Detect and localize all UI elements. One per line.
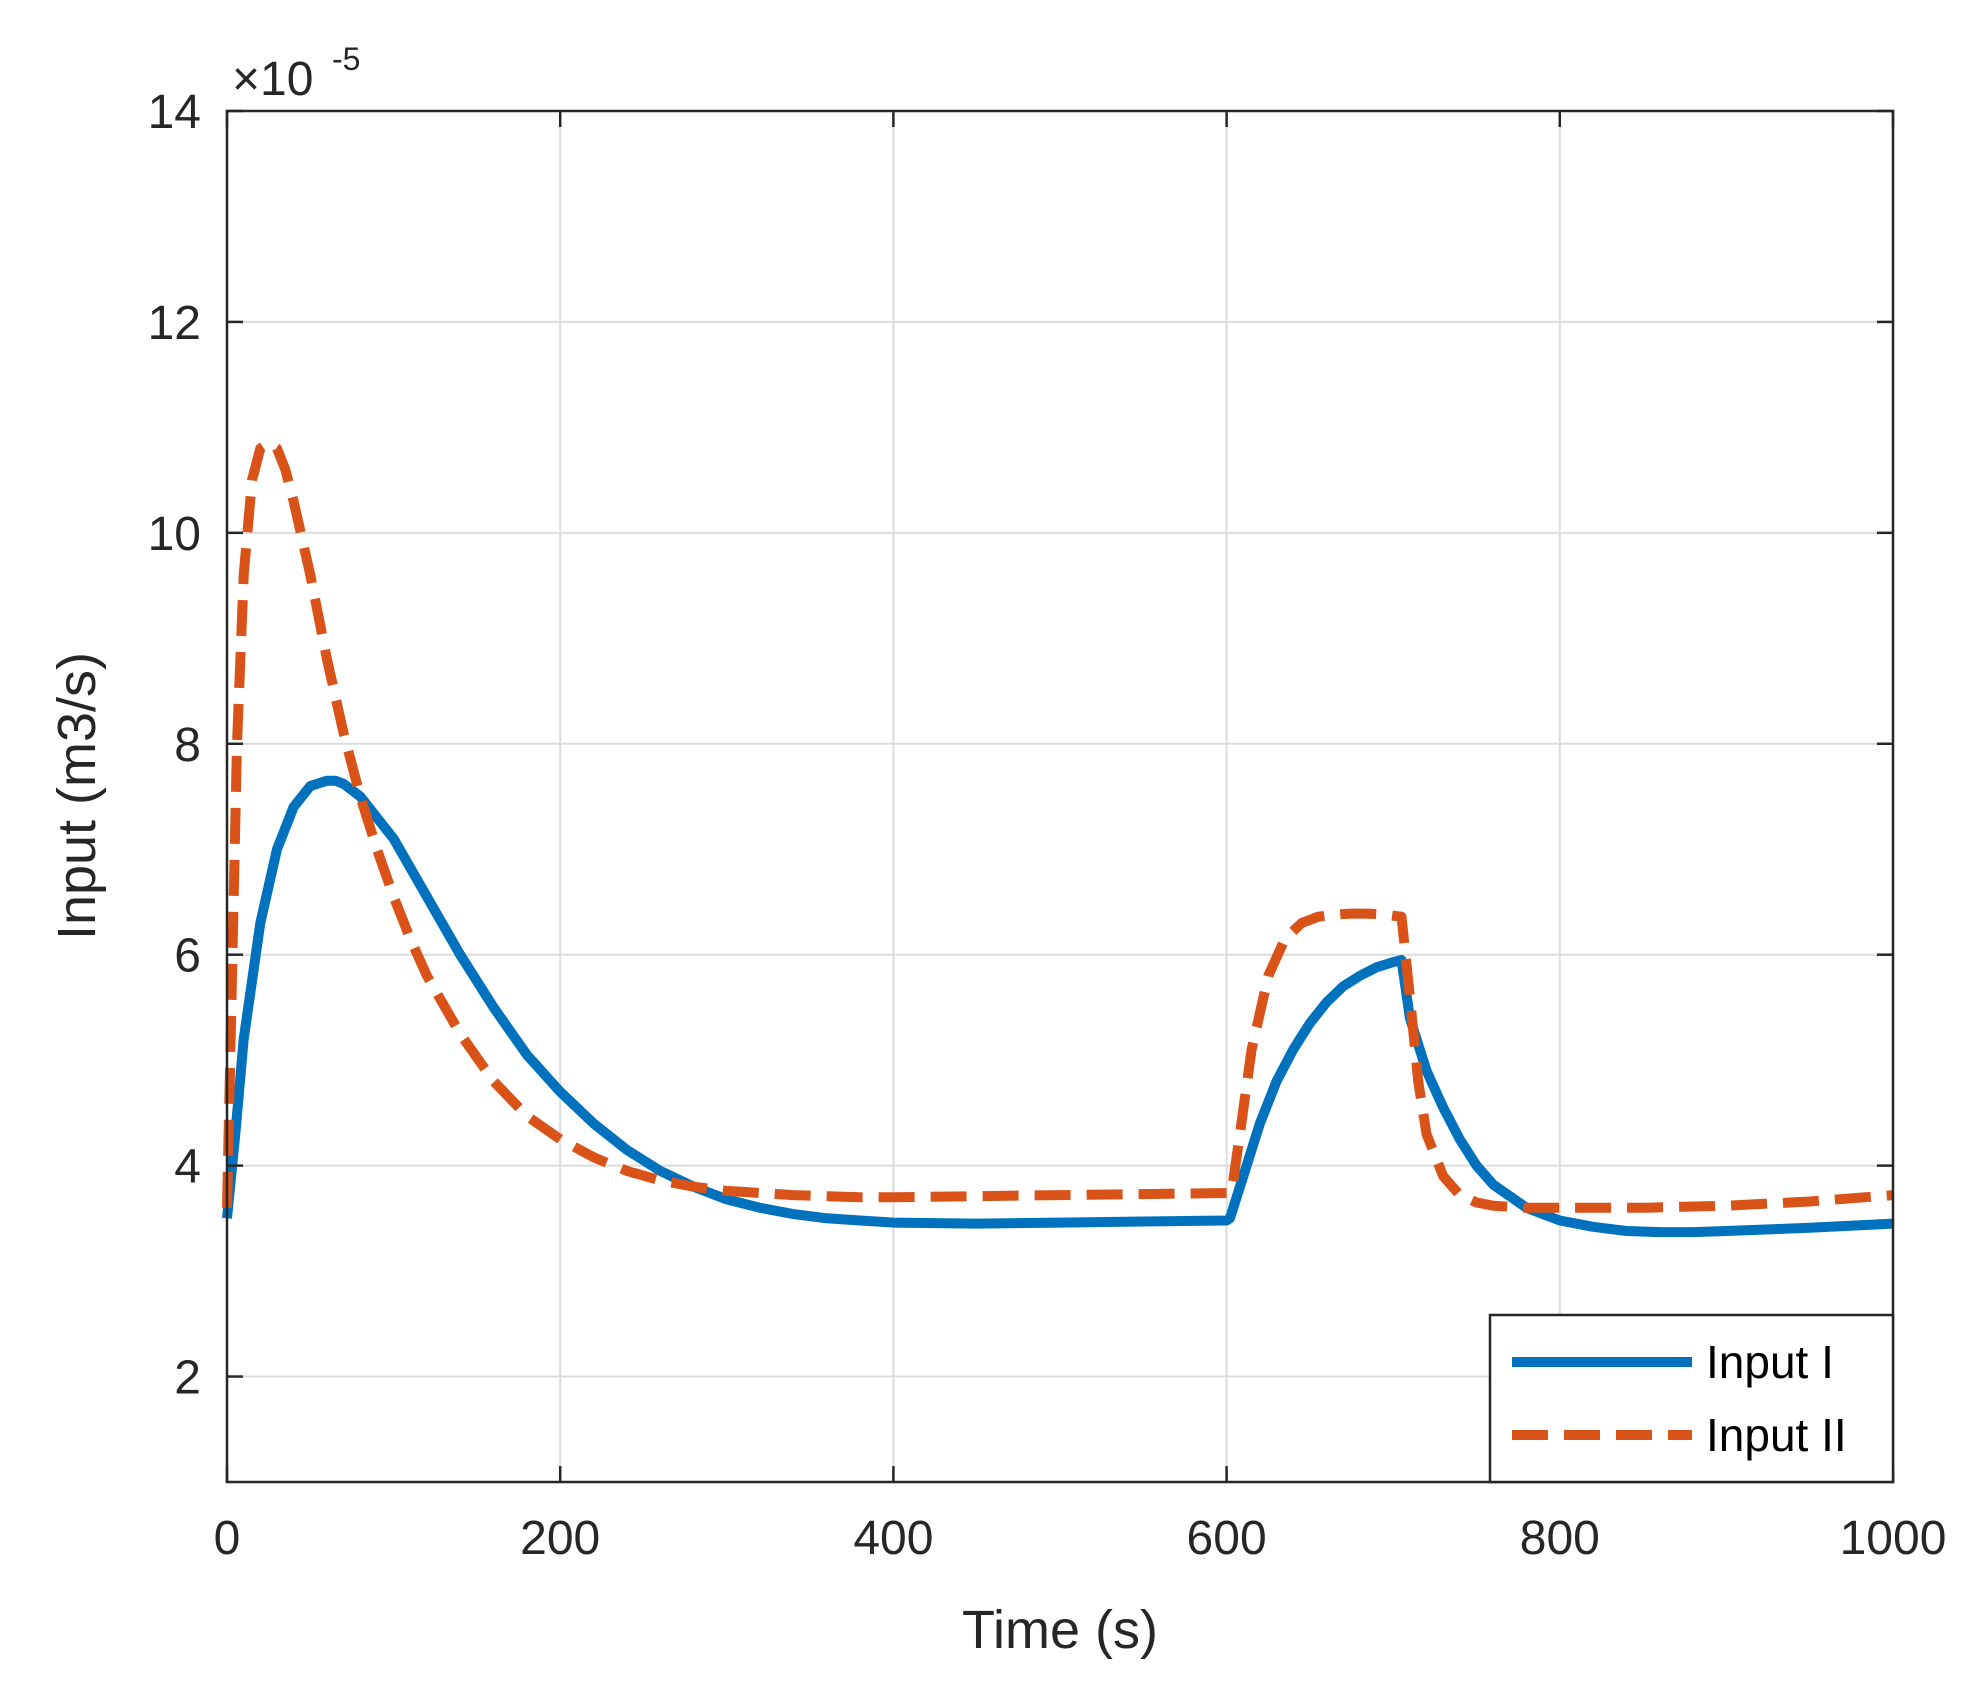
legend: Input I Input II [1490, 1315, 1893, 1482]
y-tick-label: 2 [174, 1352, 201, 1405]
y-tick-label: 12 [148, 297, 201, 350]
y-tick-label: 6 [174, 930, 201, 983]
legend-label-input-i: Input I [1706, 1336, 1834, 1388]
y-exponent: ×10 -5 [232, 41, 360, 106]
y-exponent-multiplier: ×10 [232, 53, 313, 106]
y-tick-label: 8 [174, 719, 201, 772]
y-tick-label: 4 [174, 1141, 201, 1194]
y-axis-label: Input (m3/s) [47, 652, 107, 940]
x-tick-label: 400 [853, 1512, 933, 1565]
x-tick-label: 200 [520, 1512, 600, 1565]
y-exponent-power: -5 [332, 41, 360, 77]
x-tick-label: 600 [1187, 1512, 1267, 1565]
plot-background [227, 111, 1893, 1482]
legend-label-input-ii: Input II [1706, 1409, 1847, 1461]
x-tick-label: 800 [1520, 1512, 1600, 1565]
y-tick-label: 14 [148, 86, 201, 139]
x-tick-label: 1000 [1840, 1512, 1947, 1565]
line-chart: 0 200 400 600 800 1000 2 4 6 8 10 12 14 ×10 -5 Time … [0, 0, 1984, 1688]
x-tick-label: 0 [214, 1512, 241, 1565]
y-tick-label: 10 [148, 508, 201, 561]
x-axis-label: Time (s) [962, 1600, 1158, 1660]
